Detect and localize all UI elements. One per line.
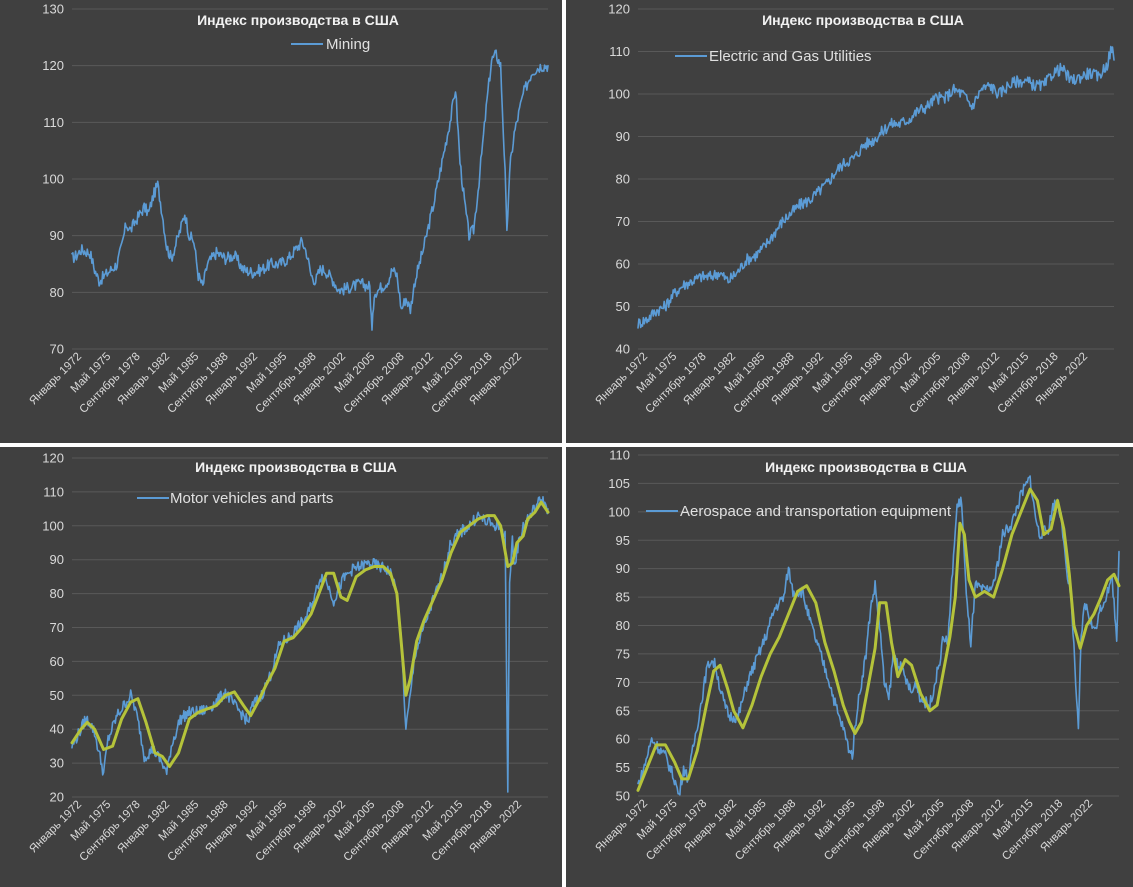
y-tick-label: 50 xyxy=(50,688,64,703)
chart-panel-aerospace: 50 55 60 65 70 75 80 85 90 95 100 105 110 Январь 1972… xyxy=(566,447,1133,887)
y-tick-label: 50 xyxy=(616,299,630,314)
y-tick-label: 50 xyxy=(616,789,630,804)
y-tick-label: 60 xyxy=(50,654,64,669)
x-tick-label: Январь 2022 xyxy=(1038,798,1095,855)
y-tick-label: 40 xyxy=(616,342,630,357)
series-line xyxy=(71,49,549,331)
y-tick-label: 30 xyxy=(50,756,64,771)
legend-label: Mining xyxy=(326,36,370,53)
x-tick-label: Январь 2022 xyxy=(1033,351,1090,408)
y-tick-label: 90 xyxy=(616,561,630,576)
y-tick-label: 105 xyxy=(608,476,630,491)
y-tick-label: 40 xyxy=(50,722,64,737)
y-tick-label: 90 xyxy=(50,552,64,567)
legend-label: Electric and Gas Utilities xyxy=(709,48,872,65)
y-tick-label: 100 xyxy=(608,87,630,102)
y-tick-label: 95 xyxy=(616,533,630,548)
y-tick-label: 60 xyxy=(616,257,630,272)
y-tick-label: 120 xyxy=(42,58,64,73)
trend-line xyxy=(70,500,550,768)
chart-title: Индекс производства в США xyxy=(765,459,967,475)
legend-label: Motor vehicles and parts xyxy=(170,490,333,507)
y-tick-label: 100 xyxy=(42,518,64,533)
y-tick-label: 120 xyxy=(608,2,630,17)
y-tick-label: 100 xyxy=(608,504,630,519)
chart-panel-mining: 70 80 90 100 110 120 130 Январь 1972 Май 1975 Сен… xyxy=(0,0,562,443)
y-tick-label: 70 xyxy=(50,620,64,635)
trend-line xyxy=(636,487,1121,792)
y-tick-label: 130 xyxy=(42,2,64,17)
y-tick-label: 70 xyxy=(50,342,64,357)
y-tick-label: 90 xyxy=(616,129,630,144)
chart-title: Индекс производства в США xyxy=(197,12,399,28)
chart-title: Индекс производства в США xyxy=(195,459,397,475)
y-tick-label: 85 xyxy=(616,590,630,605)
x-tick-label: Январь 2022 xyxy=(467,351,524,408)
y-tick-label: 20 xyxy=(50,790,64,805)
y-tick-label: 80 xyxy=(50,586,64,601)
y-tick-label: 110 xyxy=(609,448,630,463)
legend-label: Aerospace and transportation equipment xyxy=(680,503,952,520)
y-tick-label: 90 xyxy=(50,228,64,243)
y-tick-label: 65 xyxy=(616,703,630,718)
chart-title: Индекс производства в США xyxy=(762,12,964,28)
y-tick-label: 110 xyxy=(43,115,64,130)
x-tick-label: Январь 2022 xyxy=(467,799,524,856)
y-tick-label: 110 xyxy=(43,484,64,499)
y-tick-label: 75 xyxy=(616,646,630,661)
y-tick-label: 70 xyxy=(616,675,630,690)
y-tick-label: 55 xyxy=(616,760,630,775)
chart-panel-utilities: 40 50 60 70 80 90 100 110 120 Январь 1972 Май 1975… xyxy=(566,0,1133,443)
series-line xyxy=(637,45,1115,329)
y-tick-label: 80 xyxy=(616,618,630,633)
y-tick-label: 120 xyxy=(42,451,64,466)
y-tick-label: 80 xyxy=(616,172,630,187)
y-tick-label: 60 xyxy=(616,732,630,747)
y-tick-label: 100 xyxy=(42,172,64,187)
y-tick-label: 70 xyxy=(616,214,630,229)
series-line xyxy=(71,496,549,793)
chart-panel-motor-vehicles: 20 30 40 50 60 70 80 90 100 110 120 Январь 1972 Май … xyxy=(0,447,562,887)
series-line xyxy=(637,475,1120,796)
y-tick-label: 80 xyxy=(50,285,64,300)
y-tick-label: 110 xyxy=(609,44,630,59)
